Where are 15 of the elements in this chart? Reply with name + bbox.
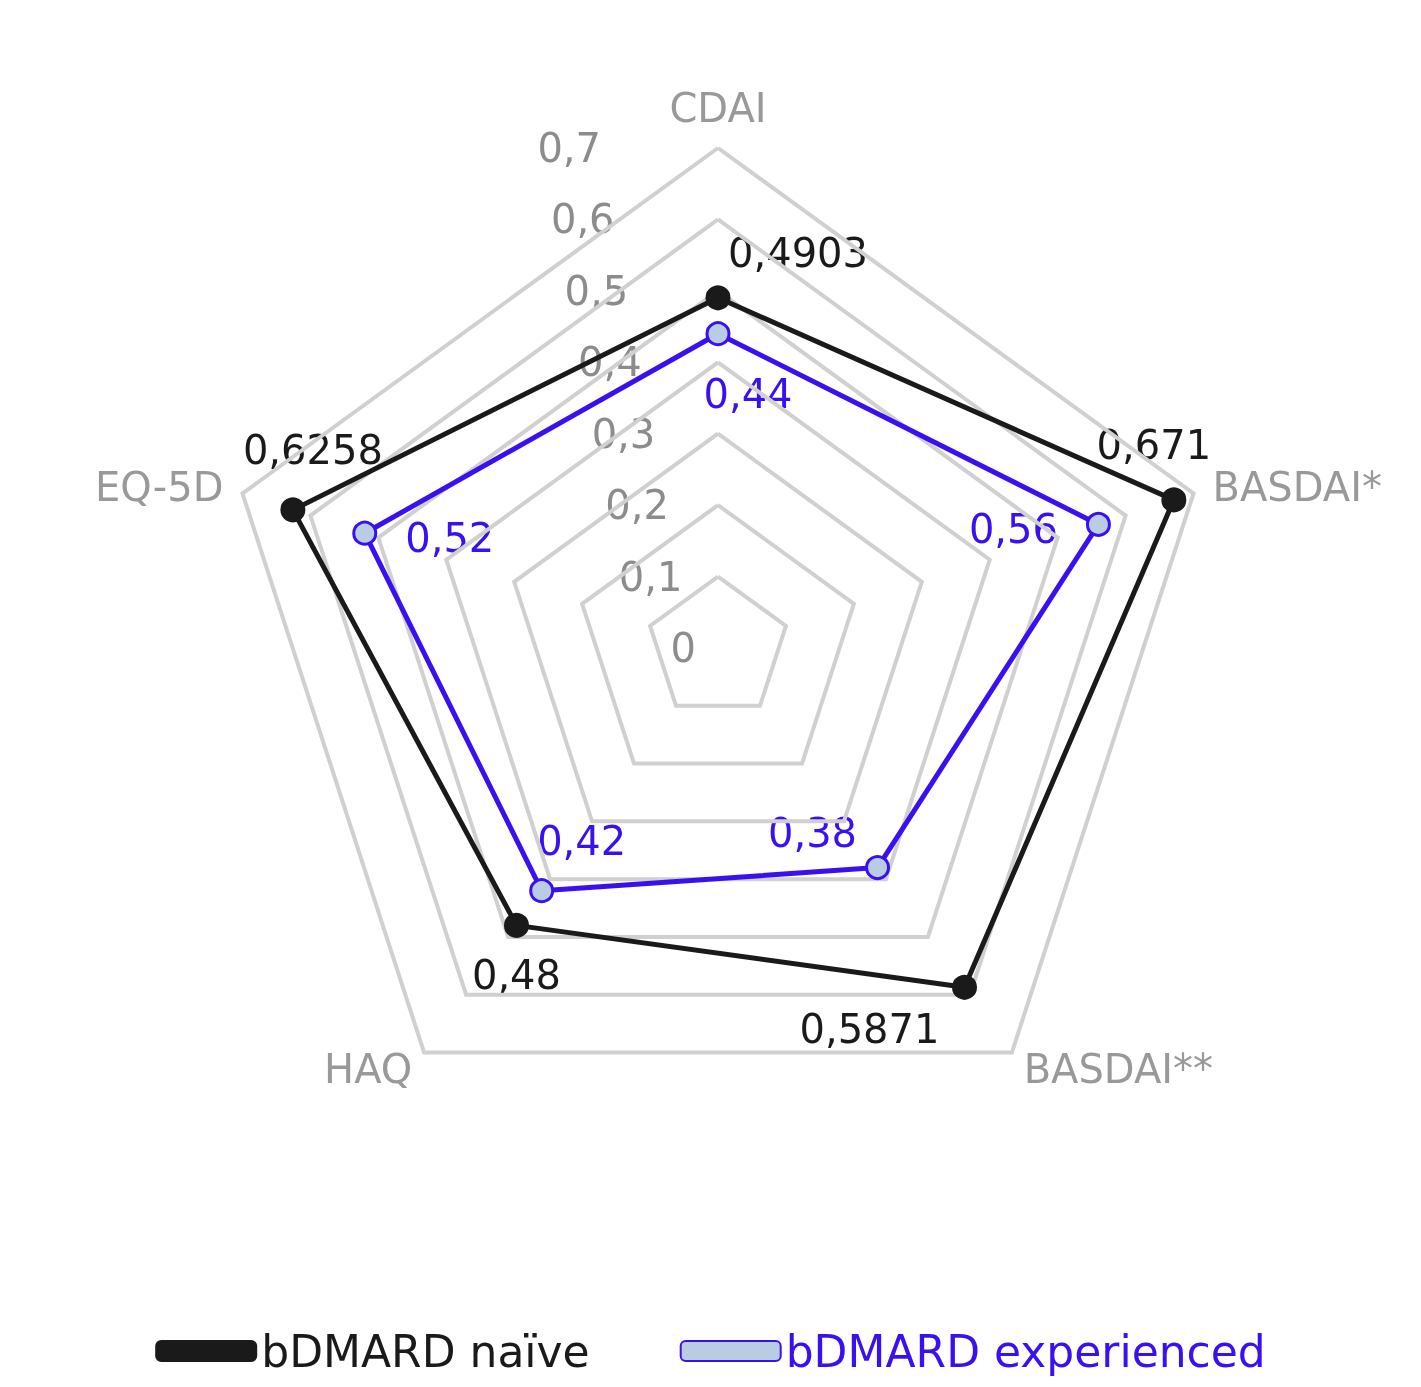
data-label: 0,44 — [703, 370, 793, 417]
data-label: 0,5871 — [799, 1006, 940, 1053]
spoke-label: HAQ — [324, 1045, 413, 1092]
spoke-label: CDAI — [669, 85, 767, 131]
spoke-label: BASDAI** — [1023, 1045, 1214, 1092]
spoke-label: BASDAI* — [1212, 464, 1382, 511]
spoke-label: EQ-5D — [94, 464, 224, 511]
y-tick-label: 0,7 — [537, 125, 601, 171]
data-label: 0,6258 — [242, 426, 383, 473]
y-tick-label: 0 — [670, 625, 696, 671]
data-label: 0,48 — [471, 952, 561, 999]
legend-label: bDMARD naïve — [261, 1325, 590, 1377]
legend-label: bDMARD experienced — [785, 1325, 1266, 1377]
y-tick-label: 0,5 — [564, 267, 629, 314]
data-label: 0,42 — [537, 817, 627, 864]
